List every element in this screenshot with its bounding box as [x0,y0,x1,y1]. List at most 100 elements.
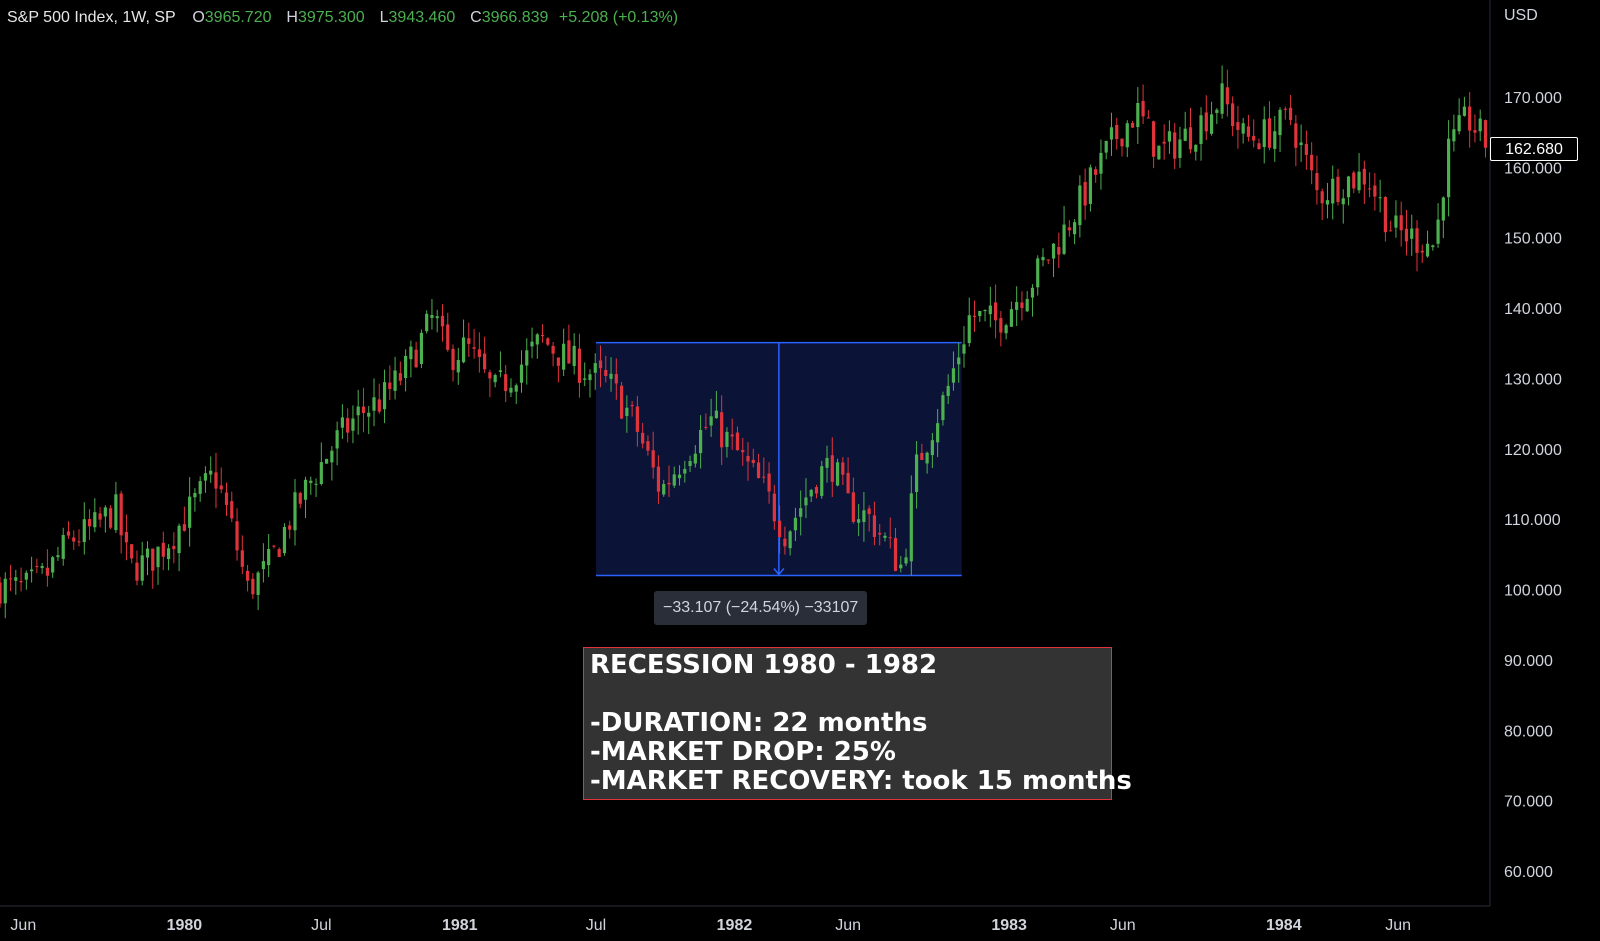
recession-note[interactable]: RECESSION 1980 - 1982 -DURATION: 22 mont… [583,647,1132,800]
candle-up [951,351,956,391]
candle-body [1246,126,1251,137]
candle-body [730,434,734,437]
candle-body [119,493,123,536]
candle-body [1051,243,1056,259]
candle-body [814,487,819,494]
candle-body [114,494,118,531]
time-tick-label: Jun [10,917,36,934]
candle-body [198,481,202,494]
candle-up [572,333,576,375]
candle-body [161,542,165,557]
candle-up [725,427,729,458]
candle-body [651,450,655,468]
candle-body [472,347,476,349]
candle-body [488,372,492,379]
candle-down [830,437,834,498]
candle-body [793,517,798,531]
candle-up [1183,111,1187,142]
candle-down [746,442,750,481]
candle-up [967,297,971,347]
candle-body [203,473,208,481]
candle-body [899,564,903,569]
candle-body [314,483,318,485]
candle-down [720,395,724,466]
candle-body [245,570,250,581]
candle-down [245,564,250,592]
candle-down [161,531,165,571]
candle-body [1310,154,1314,171]
candle-body [1157,145,1161,160]
candle-down [1315,155,1319,205]
candle-down [772,484,776,530]
candle-up [156,546,160,585]
candle-body [1004,325,1008,334]
candle-body [1462,106,1467,116]
candle-up [430,299,434,330]
candle-body [988,305,992,315]
price-tick-label: 90.000 [1504,653,1553,670]
candle-body [1373,185,1377,197]
candle-body [219,485,223,490]
candle-body [514,385,518,392]
candle-up [356,389,360,435]
candle-body [993,302,998,321]
candle-up [693,445,697,468]
candle-up [1457,98,1461,135]
candle-body [145,548,150,558]
price-axis[interactable]: 60.000 70.000 80.000 90.000 100.000 110.000 12… [1504,90,1562,881]
candle-body [772,493,776,522]
candle-down [467,322,471,357]
candle-body [1152,121,1156,157]
candle-body [56,555,60,558]
candle-body [1341,198,1345,205]
candle-up [788,529,792,556]
candle-body [1199,115,1203,144]
candle-up [1209,101,1214,136]
candle-up [925,451,929,474]
candle-body [335,430,339,449]
candle-body [1173,132,1177,159]
close-value: 3966.839 [481,9,549,26]
candle-body [1294,123,1298,148]
candle-body [430,315,434,318]
candle-body [235,521,239,551]
candle-body [667,482,671,485]
candle-up [941,391,945,426]
candle-down [119,490,123,554]
candle-up [609,357,613,392]
candle-body [66,531,71,536]
candle-down [1146,110,1150,119]
candle-body [1057,246,1061,255]
price-tick-label: 150.000 [1504,231,1562,248]
candle-up [978,310,982,322]
candle-body [788,531,792,549]
price-tick-label: 110.000 [1504,512,1561,529]
candle-up [351,405,355,444]
candle-up [1099,139,1103,190]
candle-up [662,479,666,497]
candle-up [282,523,287,556]
candle-body [1099,152,1103,174]
candle-body [1389,230,1393,232]
candle-body [24,572,28,580]
candle-down [1120,138,1124,157]
currency-label[interactable]: USD [1504,7,1538,24]
candle-up [946,374,950,405]
candle-body [230,501,234,519]
symbol-title[interactable]: S&P 500 Index, 1W, SP [7,9,176,26]
candle-body [693,453,697,464]
candle-down [556,357,560,383]
candle-down [45,549,50,587]
candle-down [1399,201,1403,247]
candle-down [972,300,977,332]
candle-up [904,548,908,567]
candle-down [704,413,708,430]
candle-up [1194,144,1198,161]
time-axis[interactable]: Jun 1980 Jul 1981 Jul 1982 Jun 1983 Jun 1984 Jun [10,917,1411,934]
price-range-measure[interactable] [596,341,962,577]
candle-down [1046,259,1050,265]
candle-body [398,373,402,381]
price-tick-label: 140.000 [1504,301,1562,318]
candle-body [135,562,139,581]
candle-body [572,345,576,366]
